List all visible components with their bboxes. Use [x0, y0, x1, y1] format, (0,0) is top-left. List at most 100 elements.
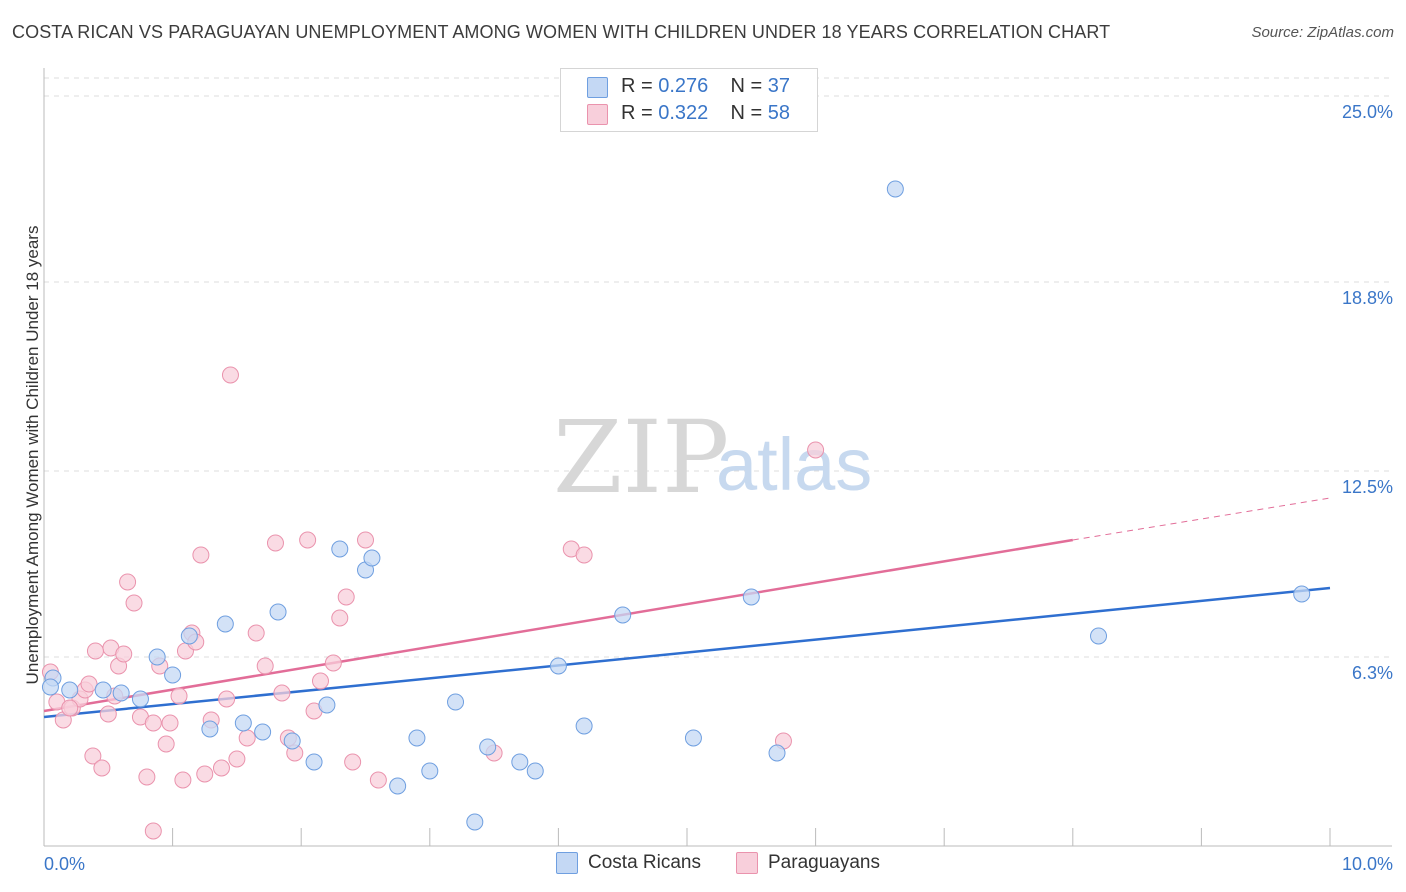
point-paraguay [212, 759, 230, 777]
trend-line-paraguay-extension [1072, 497, 1331, 541]
y-tick-label: 12.5% [1342, 477, 1393, 497]
point-paraguay [144, 822, 162, 840]
point-paraguay [218, 690, 236, 708]
point-costa [1090, 627, 1108, 645]
y-tick-label: 18.8% [1342, 288, 1393, 308]
legend-n-label: N = [730, 102, 763, 124]
point-costa [447, 693, 465, 711]
point-paraguay [273, 684, 291, 702]
point-costa [216, 615, 234, 633]
point-paraguay [99, 705, 117, 723]
legend-swatch-paraguay [736, 852, 758, 874]
point-costa [305, 753, 323, 771]
tick-labels: 6.3% 12.5% 18.8% 25.0% 0.0% 10.0% [44, 102, 1393, 874]
point-paraguay [369, 771, 387, 789]
point-costa [41, 678, 59, 696]
point-paraguay [807, 441, 825, 459]
point-paraguay [247, 624, 265, 642]
point-paraguay [157, 735, 175, 753]
legend-r-label: R = [621, 102, 653, 124]
watermark: ZIP atlas [553, 399, 872, 516]
y-tick-label: 25.0% [1342, 102, 1393, 122]
point-costa [466, 813, 484, 831]
point-costa [148, 648, 166, 666]
legend-r-value: 0.322 [658, 102, 709, 124]
point-costa [389, 777, 407, 795]
point-paraguay [80, 675, 98, 693]
watermark-atlas: atlas [716, 423, 872, 506]
point-costa [234, 714, 252, 732]
point-costa [1293, 585, 1311, 603]
legend-swatch-paraguay [587, 104, 608, 125]
point-costa [768, 744, 786, 762]
point-costa [318, 696, 336, 714]
point-costa [201, 720, 219, 738]
point-paraguay [86, 642, 104, 660]
point-costa [112, 684, 130, 702]
point-paraguay [221, 366, 239, 384]
legend-n-label: N = [730, 75, 763, 97]
gridlines [44, 77, 1392, 658]
trend-line-costa [43, 586, 1331, 719]
point-paraguay [61, 699, 79, 717]
chart-title: COSTA RICAN VS PARAGUAYAN UNEMPLOYMENT A… [12, 22, 1111, 42]
point-costa [331, 540, 349, 558]
point-paraguay [196, 765, 214, 783]
point-paraguay [266, 534, 284, 552]
point-costa [131, 690, 149, 708]
legend-r-value: 0.276 [658, 75, 709, 97]
trend-lines [43, 497, 1331, 719]
point-paraguay [125, 594, 143, 612]
point-costa [254, 723, 272, 741]
x-tick-label: 10.0% [1342, 854, 1393, 874]
point-costa [886, 180, 904, 198]
point-costa [363, 549, 381, 567]
point-paraguay [575, 546, 593, 564]
point-costa [614, 606, 632, 624]
point-costa [269, 603, 287, 621]
point-paraguay [161, 714, 179, 732]
legend-swatch-costa [556, 852, 578, 874]
point-paraguay [299, 531, 317, 549]
point-costa [511, 753, 529, 771]
point-costa [575, 717, 593, 735]
y-axis-label: Unemployment Among Women with Children U… [23, 226, 42, 685]
point-paraguay [256, 657, 274, 675]
point-costa [479, 738, 497, 756]
point-paraguay [144, 714, 162, 732]
point-costa [549, 657, 567, 675]
point-costa [283, 732, 301, 750]
point-paraguay [138, 768, 156, 786]
legend-n-value: 58 [767, 102, 791, 124]
point-costa [526, 762, 544, 780]
point-paraguay [93, 759, 111, 777]
point-paraguay [119, 573, 137, 591]
point-costa [94, 681, 112, 699]
point-costa [684, 729, 702, 747]
y-tick-label: 6.3% [1352, 663, 1393, 683]
stats-legend: R = 0.276 N = 37 R = 0.322 N = 58 [560, 68, 818, 132]
point-paraguay [228, 750, 246, 768]
point-paraguay [311, 672, 329, 690]
point-costa [421, 762, 439, 780]
point-paraguay [357, 531, 374, 549]
point-paraguay [170, 687, 188, 705]
x-tick-label: 0.0% [44, 854, 85, 874]
legend-label-costa: Costa Ricans [588, 852, 701, 873]
point-paraguay [337, 588, 355, 606]
point-paraguay [324, 654, 342, 672]
point-paraguay [192, 546, 210, 564]
watermark-zip: ZIP [553, 399, 729, 516]
point-costa [408, 729, 426, 747]
legend-n-value: 37 [767, 75, 791, 97]
point-paraguay [174, 771, 192, 789]
point-costa [61, 681, 79, 699]
point-costa [742, 588, 760, 606]
legend-r-label: R = [621, 75, 653, 97]
source-label: Source: ZipAtlas.com [1251, 24, 1394, 41]
point-costa [180, 627, 198, 645]
legend-swatch-costa [587, 77, 608, 98]
legend-label-paraguay: Paraguayans [768, 852, 880, 873]
data-points [41, 180, 1311, 840]
